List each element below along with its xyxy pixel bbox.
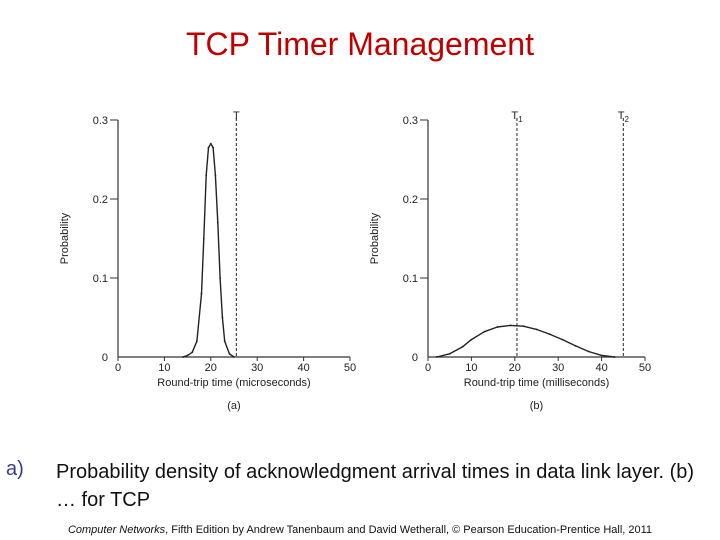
y-tick-label-a: 0.1: [93, 273, 108, 285]
y-tick-label-b: 0.3: [403, 115, 418, 127]
slide-title: TCP Timer Management: [186, 26, 534, 62]
x-tick-label-a: 30: [251, 362, 263, 374]
panel-label-a: (a): [227, 400, 240, 412]
footer-book-title: Computer Networks: [67, 524, 166, 536]
density-curve-a: [182, 143, 235, 358]
x-axis-label-b: Round-trip time (milliseconds): [464, 377, 610, 389]
bullet-marker: a): [6, 458, 24, 480]
x-axis-label-a: Round-trip time (microseconds): [157, 377, 310, 389]
x-tick-label-b: 40: [595, 362, 607, 374]
x-tick-label-a: 50: [344, 362, 356, 374]
x-tick-label-b: 30: [552, 362, 564, 374]
x-tick-label-a: 20: [205, 362, 217, 374]
y-tick-label-b: 0: [412, 352, 418, 364]
x-tick-label-b: 10: [465, 362, 477, 374]
y-tick-label-b: 0.2: [403, 194, 418, 206]
timeout-label-b-0: T1: [511, 110, 523, 124]
timeout-label-a-0: T: [233, 110, 240, 122]
footer-citation: Computer Networks, Fifth Edition by Andr…: [0, 524, 720, 536]
y-tick-label-a: 0.3: [93, 115, 108, 127]
y-tick-label-b: 0.1: [403, 273, 418, 285]
x-tick-label-a: 40: [297, 362, 309, 374]
timeout-label-sub-b-1: 2: [624, 115, 629, 124]
y-axis-label-a: Probability: [59, 212, 71, 264]
x-tick-label-a: 0: [115, 362, 121, 374]
y-axis-label-b: Probability: [369, 212, 381, 264]
timeout-label-sub-b-0: 1: [518, 115, 523, 124]
timeout-label-b-1: T2: [618, 110, 630, 124]
x-tick-label-b: 0: [425, 362, 431, 374]
charts-figure: 00.10.20.30 10 20 30 40 50ProbabilityRound-tr…: [59, 110, 651, 412]
y-tick-label-a: 0.2: [93, 194, 108, 206]
x-tick-label-b: 50: [639, 362, 651, 374]
y-tick-label-a: 0: [102, 352, 108, 364]
footer-citation-text: , Fifth Edition by Andrew Tanenbaum and …: [165, 524, 653, 536]
x-tick-label-a: 10: [158, 362, 170, 374]
density-curve-b: [436, 324, 615, 358]
panel-label-b: (b): [530, 400, 543, 412]
bullet-text: Probability density of acknowledgment ar…: [56, 461, 695, 511]
x-tick-label-b: 20: [509, 362, 521, 374]
